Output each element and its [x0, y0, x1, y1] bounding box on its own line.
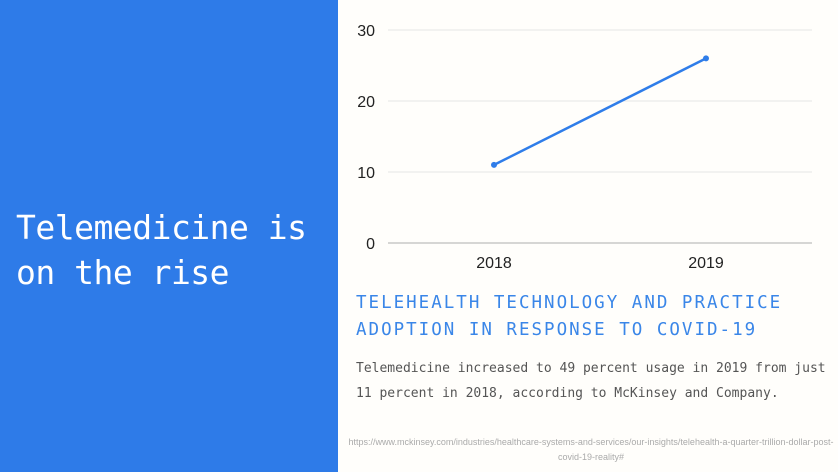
left-panel: Telemedicine is on the rise [0, 0, 338, 472]
y-tick-label: 30 [357, 23, 375, 40]
data-point [703, 55, 709, 62]
chart-description: Telemedicine increased to 49 percent usa… [356, 361, 826, 401]
y-tick-label: 10 [357, 165, 375, 182]
x-tick-label: 2019 [688, 255, 724, 272]
y-tick-label: 20 [357, 94, 375, 111]
y-tick-label: 0 [366, 236, 375, 253]
line-chart: 0 10 20 30 2018 2019 [357, 23, 812, 272]
slide-title: Telemedicine is on the rise [16, 208, 307, 292]
right-panel [338, 0, 838, 472]
x-tick-label: 2018 [476, 255, 512, 272]
series-line [493, 57, 707, 167]
chart-heading: Telehealth technology and practice adopt… [356, 293, 783, 340]
source-link[interactable]: https://www.mckinsey.com/industries/heal… [348, 437, 834, 462]
data-point [491, 161, 497, 168]
